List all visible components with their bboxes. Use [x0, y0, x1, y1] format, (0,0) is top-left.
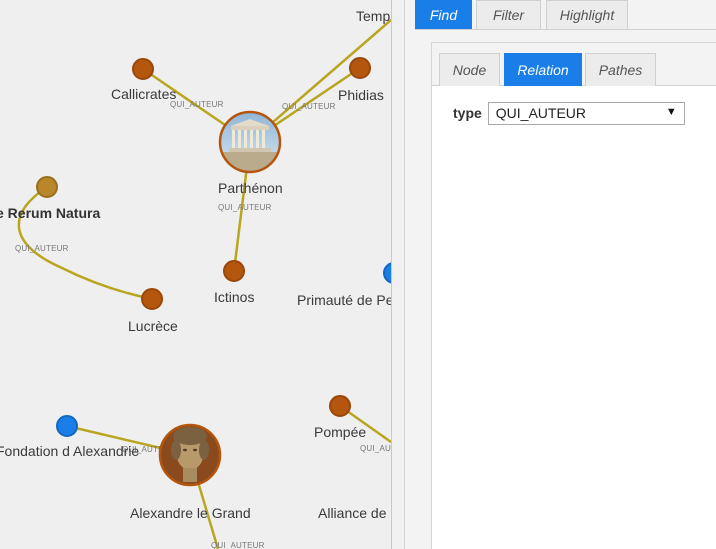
edge-label-pompee: QUI_AUTEUR [360, 444, 391, 453]
node-label-pompee: Pompée [314, 424, 366, 440]
node-phidias[interactable] [349, 57, 371, 79]
node-primaute[interactable] [383, 262, 391, 284]
edge-label-ictinos: QUI_AUTEUR [218, 203, 272, 212]
node-label-primaute: Primauté de Pe [297, 292, 391, 308]
type-select-value: QUI_AUTEUR [495, 105, 587, 121]
tab-filter[interactable]: Filter [476, 0, 541, 29]
type-label: type [453, 105, 482, 121]
node-ictinos[interactable] [223, 260, 245, 282]
edge-rerum-lucrece [17, 185, 153, 301]
node-label-ictinos: Ictinos [214, 289, 254, 305]
chevron-down-icon: ▼ [665, 105, 677, 118]
node-pompee[interactable] [329, 395, 351, 417]
side-panel: Find Filter Highlight Node Relation Path… [405, 0, 716, 549]
graph-canvas[interactable]: QUI_AUTEUR QUI_AUTEUR QUI_AUTEUR QUI_AUT… [0, 0, 391, 549]
tab-highlight[interactable]: Highlight [546, 0, 628, 29]
tab-pathes[interactable]: Pathes [585, 53, 656, 86]
node-label-callicrates: Callicrates [111, 86, 176, 102]
node-label-parthenon: Parthénon [218, 180, 283, 196]
panel-splitter[interactable] [391, 0, 405, 549]
edge-label-phidias: QUI_AUTEUR [282, 102, 336, 111]
node-label-alexandre: Alexandre le Grand [130, 505, 251, 521]
edge-label-callicrates: QUI_AUTEUR [170, 100, 224, 109]
node-label-alliance: Alliance de [318, 505, 387, 521]
sub-tab-bar: Node Relation Pathes [432, 43, 716, 86]
node-callicrates[interactable] [132, 58, 154, 80]
edge-label-alexandre: QUI_AUTEUR [211, 541, 265, 549]
node-parthenon[interactable] [218, 110, 282, 174]
node-lucrece[interactable] [141, 288, 163, 310]
type-row: type QUI_AUTEUR ▼ [453, 101, 685, 125]
node-label-rerum-natura: e Rerum Natura [0, 205, 100, 221]
node-label-phidias: Phidias [338, 87, 384, 103]
parthenon-photo-icon [220, 112, 280, 172]
node-label-fondation: Fondation d Alexandrie [0, 443, 139, 459]
node-label-lucrece: Lucrèce [128, 318, 178, 334]
top-tab-bar: Find Filter Highlight [415, 0, 716, 30]
tab-node[interactable]: Node [439, 53, 500, 86]
tab-relation[interactable]: Relation [504, 53, 582, 86]
find-panel: Node Relation Pathes type QUI_AUTEUR ▼ [431, 42, 716, 549]
alexander-bust-photo-icon [160, 425, 220, 485]
node-fondation[interactable] [56, 415, 78, 437]
node-rerum-natura[interactable] [36, 176, 58, 198]
type-select[interactable]: QUI_AUTEUR ▼ [487, 101, 685, 125]
edge-label-fondation: QUI_AUTEUR [122, 445, 176, 454]
tab-find[interactable]: Find [415, 0, 472, 29]
node-alexandre[interactable] [158, 423, 222, 487]
edge-label-lucrece: QUI_AUTEUR [15, 244, 69, 253]
node-label-temple: Temp [356, 8, 390, 24]
